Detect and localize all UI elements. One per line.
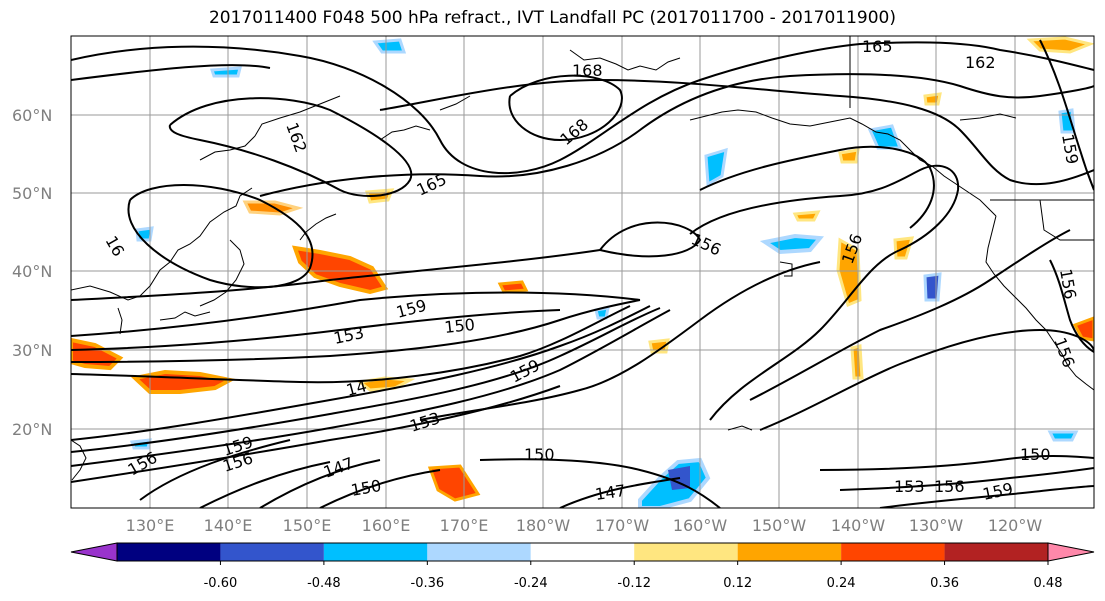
shading-patch: [242, 200, 304, 216]
colorbar-segment: [530, 543, 635, 561]
colorbar-segment: [841, 543, 945, 561]
colorbar-tick-label: 0.24: [827, 576, 856, 591]
lon-label: 170°E: [440, 516, 489, 535]
colorbar-segment: [220, 543, 324, 561]
colorbar-segment: [944, 543, 1048, 561]
contour-label: 14: [344, 376, 369, 400]
colorbar-tick-label: -0.36: [411, 576, 445, 591]
map-border: [70, 35, 1095, 509]
colorbar-tick-label: 0.48: [1034, 576, 1063, 591]
lon-label: 150°E: [283, 516, 332, 535]
colorbar-ticks: -0.60 -0.48 -0.36 -0.24 -0.12 0.12 0.24 0.36 0.4…: [204, 561, 1063, 591]
colorbar-tick-label: 0.12: [723, 576, 752, 591]
longitude-labels: 130°E 140°E 150°E 160°E 170°E 180°W 170°…: [126, 516, 1043, 535]
lon-label: 140°E: [204, 516, 253, 535]
shading-patch: [1072, 316, 1094, 342]
contour-label-layer: 165 162 168 168 162 159 165 156 156 16 1…: [102, 37, 1083, 504]
lat-label: 20°N: [12, 420, 52, 439]
colorbar-tick-label: -0.12: [617, 576, 651, 591]
shading-patch: [850, 344, 864, 380]
contour-label: 150: [443, 315, 475, 337]
contour-label: 147: [594, 481, 627, 504]
contour-label: 165: [862, 37, 893, 56]
contour-label: 153: [894, 477, 925, 496]
contour-label: 156: [934, 477, 965, 496]
colorbar-segment: [634, 543, 738, 561]
colorbar-tick-label: -0.60: [204, 576, 238, 591]
shading-patch: [1047, 430, 1079, 442]
shading-patch: [923, 92, 942, 106]
coastlines: [71, 49, 1094, 481]
contour-label: 162: [965, 53, 996, 72]
lon-label: 160°W: [673, 516, 728, 535]
lon-label: 180°W: [516, 516, 571, 535]
colorbar-tick-label: -0.48: [307, 576, 341, 591]
shading-patch: [759, 233, 825, 255]
colorbar-segment: [427, 543, 531, 561]
lon-label: 170°W: [595, 516, 650, 535]
colorbar-segment: [323, 543, 428, 561]
lon-label: 130°E: [126, 516, 175, 535]
contour-label: 150: [1020, 445, 1051, 464]
shading-patch: [648, 338, 670, 354]
colorbar-min-extension: [70, 542, 118, 562]
shading-patch: [923, 272, 942, 302]
contour-label: 168: [572, 61, 603, 80]
lon-label: 140°W: [831, 516, 886, 535]
contour-label: 150: [524, 445, 555, 464]
shading-patch: [427, 464, 481, 502]
shading-patch: [792, 210, 821, 222]
lat-label: 50°N: [12, 184, 52, 203]
shading-patch: [838, 148, 860, 164]
lon-label: 130°W: [909, 516, 964, 535]
shading-patch: [372, 38, 407, 54]
colorbar-segment: [737, 543, 842, 561]
lon-label: 160°E: [362, 516, 411, 535]
colorbar-max-extension: [1047, 542, 1095, 562]
colorbar-segments: [116, 542, 1049, 562]
shading-patch: [704, 147, 728, 187]
colorbar-tick-label: -0.24: [514, 576, 548, 591]
map-title: 2017011400 F048 500 hPa refract., IVT La…: [208, 8, 896, 28]
lat-label: 60°N: [12, 106, 52, 125]
latitude-labels: 60°N 50°N 40°N 30°N 20°N: [12, 106, 52, 439]
refractivity-contours: [71, 39, 1094, 508]
map-plot-area: [71, 36, 1094, 508]
colorbar-segment: [117, 543, 221, 561]
lon-label: 120°W: [988, 516, 1043, 535]
gridlines: [71, 36, 1094, 508]
colorbar-tick-label: 0.36: [930, 576, 959, 591]
shading-patch: [867, 124, 903, 150]
shading-patch: [497, 280, 529, 294]
lat-label: 30°N: [12, 341, 52, 360]
lon-label: 150°W: [752, 516, 807, 535]
shading-patch: [209, 66, 242, 78]
colorbar: -0.60 -0.48 -0.36 -0.24 -0.12 0.12 0.24 0.36 0.4…: [70, 542, 1095, 591]
lat-label: 40°N: [12, 262, 52, 281]
